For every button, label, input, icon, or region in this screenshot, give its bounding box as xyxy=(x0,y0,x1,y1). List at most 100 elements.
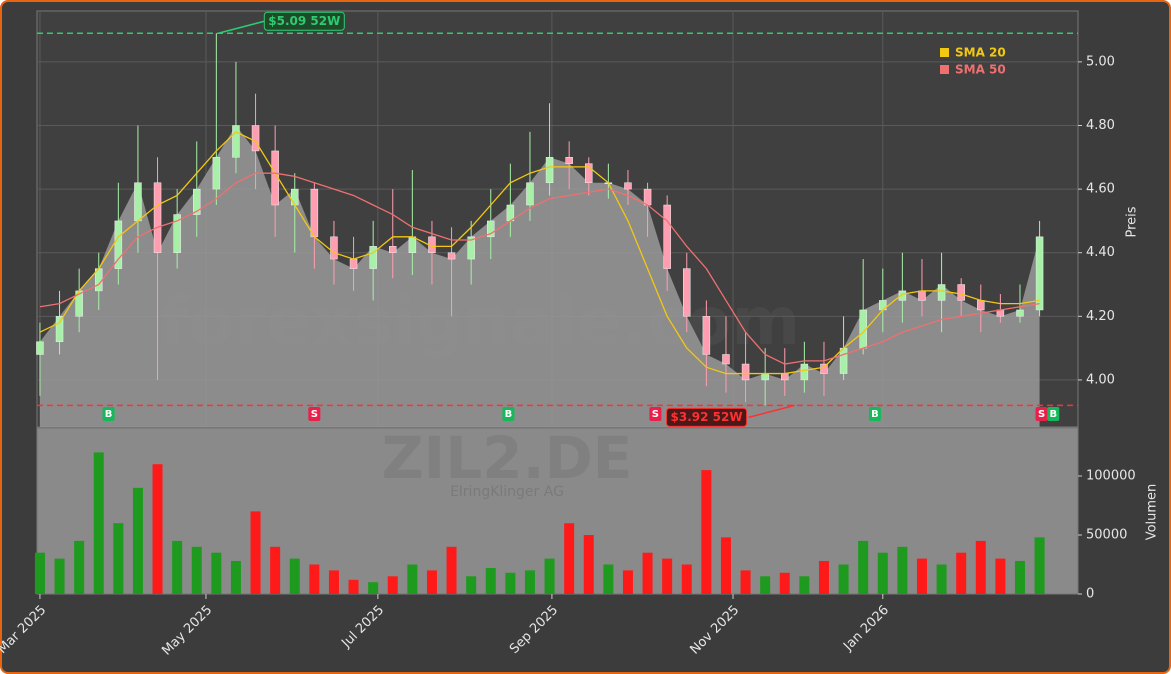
candle-body xyxy=(585,163,593,183)
y2-axis-label: Volumen xyxy=(1145,484,1160,541)
candle-body xyxy=(741,363,750,381)
x-tick-label: Sep 2025 xyxy=(507,603,561,657)
y2-tick-label: 50000 xyxy=(1086,528,1127,543)
candle-body xyxy=(937,284,946,301)
signal-label: B xyxy=(1049,409,1057,420)
volume-bar xyxy=(936,564,947,594)
volume-bar xyxy=(34,552,45,594)
volume-bar xyxy=(524,570,535,594)
volume-bar xyxy=(701,470,712,594)
volume-bar xyxy=(466,576,477,594)
y2-tick-label: 0 xyxy=(1086,587,1094,602)
x-tick-label: May 2025 xyxy=(159,603,215,659)
y-tick-label: 4.00 xyxy=(1086,372,1115,387)
chart-title: ZIL2.DE xyxy=(382,424,633,492)
volume-bar xyxy=(1014,560,1025,594)
candle-body xyxy=(212,157,221,190)
y-tick-label: 4.60 xyxy=(1086,182,1115,197)
candle-body xyxy=(192,188,201,215)
candle-body xyxy=(1016,309,1024,317)
candle-body xyxy=(1035,236,1044,311)
volume-bar xyxy=(916,558,927,594)
volume-bar xyxy=(348,579,359,594)
signal-label: S xyxy=(311,409,318,420)
close-area xyxy=(39,125,1040,427)
x-tick-label: Jul 2025 xyxy=(338,603,387,652)
volume-bar xyxy=(622,570,633,594)
volume-bar xyxy=(779,572,790,594)
candle-body xyxy=(977,300,985,311)
candle-body xyxy=(55,316,64,343)
candle-body xyxy=(898,290,907,301)
legend-swatch xyxy=(940,48,949,57)
signal-marker xyxy=(649,407,662,421)
volume-bar xyxy=(505,572,516,594)
candle-body xyxy=(232,125,240,158)
candle-body xyxy=(447,252,456,260)
volume-bar xyxy=(250,511,261,594)
volume-bar xyxy=(54,558,65,594)
chart-subtitle: ElringKlinger AG xyxy=(450,484,564,500)
y-axis-label: Preis xyxy=(1125,206,1140,237)
volume-bar xyxy=(897,546,908,594)
candle-body xyxy=(761,373,769,381)
volume-bar xyxy=(995,558,1006,594)
candle-body xyxy=(800,363,809,381)
candle-body xyxy=(36,341,44,355)
volume-bar xyxy=(426,570,437,594)
candle-body xyxy=(251,125,260,152)
volume-bar xyxy=(387,576,398,594)
candle-body xyxy=(389,246,397,253)
candle-body xyxy=(349,258,358,269)
annotation-arrow xyxy=(218,20,265,34)
volume-bar xyxy=(113,523,124,594)
candle-body xyxy=(663,204,671,269)
volume-bar xyxy=(858,540,869,594)
candle-body xyxy=(545,157,554,183)
candle-body xyxy=(330,236,338,260)
volume-bar xyxy=(544,558,555,594)
signal-label: B xyxy=(505,409,513,420)
signal-label: S xyxy=(652,409,659,420)
candle-body xyxy=(467,236,475,260)
volume-bar xyxy=(799,576,810,594)
candle-body xyxy=(114,220,123,269)
candle-body xyxy=(506,204,515,222)
volume-bar xyxy=(642,552,653,594)
candle-body xyxy=(291,188,299,206)
volume-bar xyxy=(368,582,379,594)
volume-bar xyxy=(956,552,967,594)
volume-bar xyxy=(407,564,418,594)
candle-body xyxy=(173,214,181,253)
volume-bar xyxy=(564,523,575,594)
volume-bar xyxy=(681,564,692,594)
candle-body xyxy=(369,246,377,269)
candle-body xyxy=(643,188,652,206)
volume-bar xyxy=(289,558,300,594)
sma-line xyxy=(39,131,1040,375)
candle-body xyxy=(134,182,142,222)
volume-bar xyxy=(328,570,339,594)
volume-bar xyxy=(230,560,241,594)
annotation-box xyxy=(263,11,345,31)
candle-body xyxy=(153,182,162,253)
candle-body xyxy=(310,188,319,238)
legend-label: SMA 50 xyxy=(955,63,1006,77)
y-tick-label: 5.00 xyxy=(1086,54,1115,69)
volume-bar xyxy=(583,535,594,594)
volume-bar xyxy=(818,560,829,594)
volume-bar xyxy=(975,540,986,594)
volume-bar xyxy=(1034,537,1045,594)
signal-marker xyxy=(1035,407,1048,421)
signal-label: B xyxy=(871,409,879,420)
y-tick-label: 4.20 xyxy=(1086,309,1115,324)
x-tick-label: Mar 2025 xyxy=(0,603,49,657)
sma-line xyxy=(39,172,1040,365)
signal-label: S xyxy=(1038,409,1045,420)
candle-body xyxy=(820,363,828,374)
candle-body xyxy=(408,236,417,253)
volume-bar xyxy=(720,537,731,594)
volume-bar xyxy=(838,564,849,594)
y-tick-label: 4.40 xyxy=(1086,245,1115,260)
